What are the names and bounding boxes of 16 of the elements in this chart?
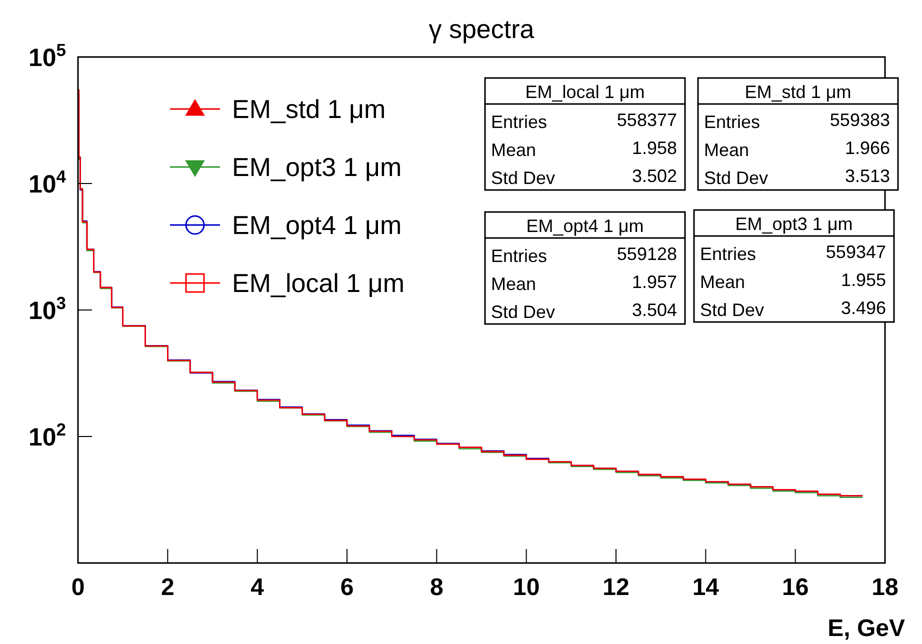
x-tick-label: 4 bbox=[250, 574, 265, 601]
x-tick-label: 0 bbox=[71, 574, 85, 601]
y-tick-label: 10$^{3}$ bbox=[28, 293, 66, 325]
x-tick-label: 2 bbox=[160, 574, 174, 601]
chart-title: γ spectra bbox=[428, 14, 535, 44]
x-tick-label: 16 bbox=[782, 574, 809, 601]
x-tick-label: 10 bbox=[512, 574, 540, 601]
y-tick-label: 10$^{4}$ bbox=[28, 166, 66, 198]
x-tick-label: 6 bbox=[340, 574, 354, 601]
x-tick-label: 18 bbox=[872, 574, 898, 601]
y-tick-label: 10$^{2}$ bbox=[28, 420, 66, 452]
x-tick-label: 8 bbox=[430, 574, 444, 601]
y-tick-label: 10$^{5}$ bbox=[28, 40, 66, 72]
x-axis-title: E, GeV bbox=[828, 615, 905, 642]
x-tick-label: 12 bbox=[602, 574, 630, 601]
x-tick-label: 14 bbox=[692, 574, 720, 601]
